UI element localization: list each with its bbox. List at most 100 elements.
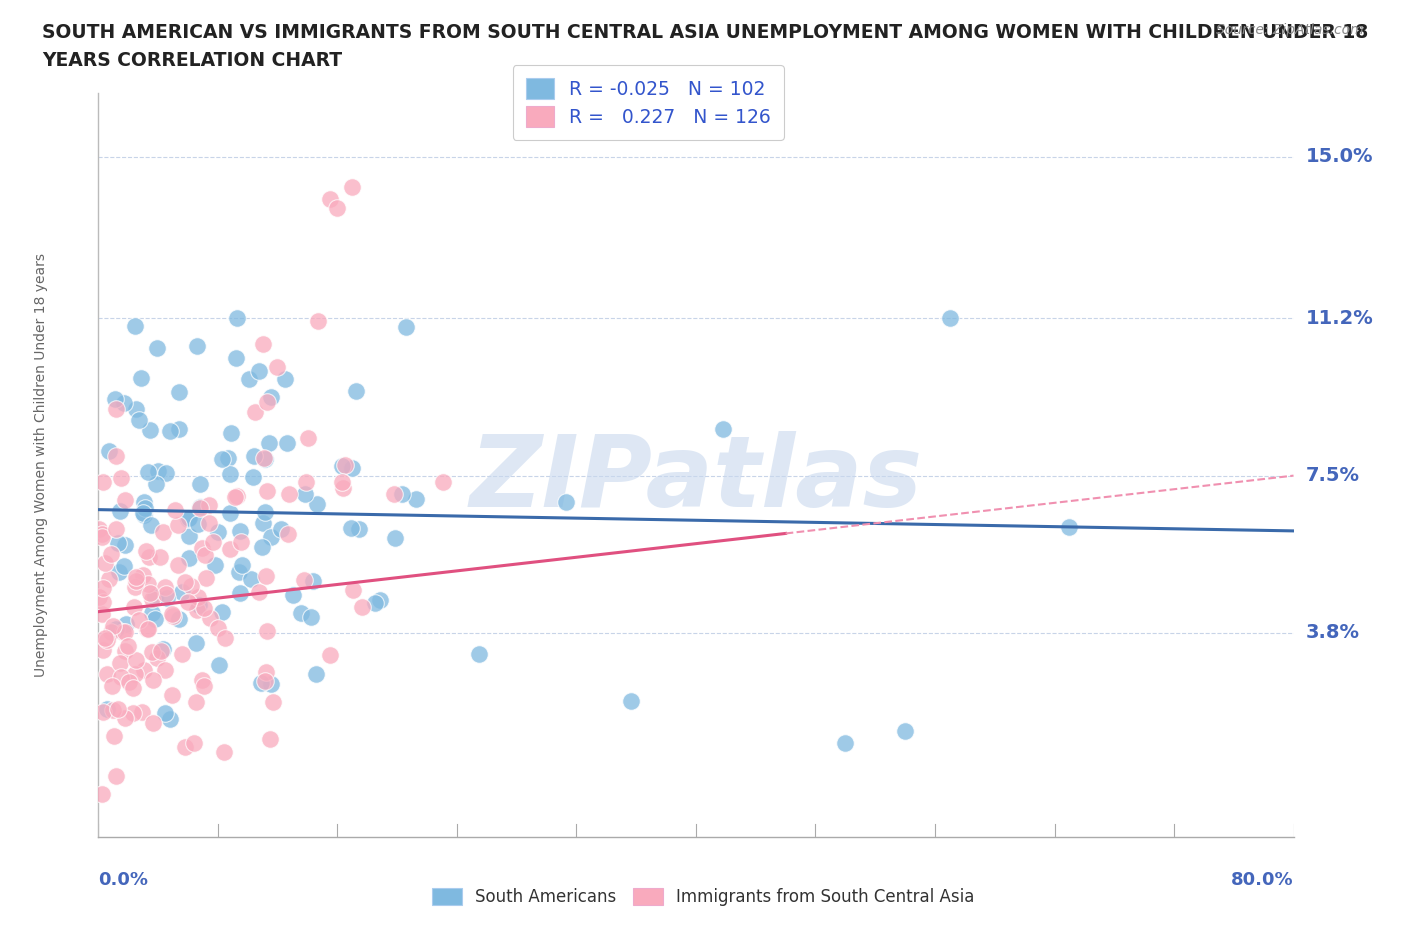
Point (162, 608, 184, 623)
Text: 7.5%: 7.5% (1306, 466, 1360, 485)
Point (224, 489, 246, 504)
Point (382, 486, 405, 501)
Point (240, 572, 263, 587)
Point (172, 585, 194, 600)
Point (155, 466, 177, 481)
Point (125, 401, 148, 416)
Point (297, 431, 319, 445)
Point (91, 704, 114, 719)
Point (159, 423, 181, 438)
Point (179, 551, 201, 565)
Point (229, 524, 252, 538)
Point (211, 604, 233, 619)
Point (134, 501, 156, 516)
Point (110, 471, 132, 485)
Point (307, 313, 329, 328)
Text: Unemployment Among Women with Children Under 18 years: Unemployment Among Women with Children U… (34, 253, 48, 677)
Point (122, 705, 145, 720)
Point (198, 498, 221, 512)
Point (131, 704, 153, 719)
Point (212, 745, 235, 760)
Point (219, 506, 242, 521)
Point (238, 372, 260, 387)
Point (132, 567, 155, 582)
Point (172, 646, 194, 661)
Point (305, 497, 328, 512)
Point (395, 320, 418, 335)
Point (108, 565, 131, 579)
Point (270, 522, 292, 537)
Point (228, 565, 250, 579)
Point (162, 607, 184, 622)
Point (250, 539, 273, 554)
Point (180, 578, 202, 593)
Point (229, 535, 252, 550)
Point (114, 492, 136, 507)
Point (91, 581, 114, 596)
Point (149, 644, 172, 658)
Point (226, 488, 249, 503)
Point (834, 736, 856, 751)
Point (319, 647, 342, 662)
Point (177, 512, 200, 527)
Point (90, 787, 112, 802)
Point (153, 706, 176, 721)
Point (173, 739, 195, 754)
Text: ZIPatlas: ZIPatlas (470, 432, 922, 528)
Point (277, 486, 299, 501)
Point (290, 605, 312, 620)
Point (252, 337, 274, 352)
Point (229, 585, 252, 600)
Point (262, 695, 284, 710)
Point (266, 359, 288, 374)
Point (96, 632, 118, 647)
Point (141, 644, 163, 659)
Point (302, 574, 325, 589)
Point (190, 672, 212, 687)
Point (112, 395, 135, 410)
Point (225, 351, 247, 365)
Point (108, 504, 131, 519)
Point (711, 422, 734, 437)
Point (342, 179, 364, 194)
Point (195, 571, 218, 586)
Point (114, 644, 136, 658)
Point (89, 522, 111, 537)
Point (122, 681, 145, 696)
Point (277, 526, 299, 541)
Point (105, 768, 128, 783)
Point (250, 675, 273, 690)
Point (105, 522, 128, 537)
Point (219, 541, 242, 556)
Point (256, 624, 278, 639)
Point (247, 584, 270, 599)
Point (94, 631, 117, 645)
Point (146, 650, 169, 665)
Text: 3.8%: 3.8% (1306, 623, 1360, 643)
Point (105, 402, 128, 417)
Point (100, 625, 122, 640)
Point (468, 647, 491, 662)
Point (139, 422, 162, 437)
Point (131, 371, 153, 386)
Point (260, 390, 283, 405)
Text: Source: ZipAtlas.com: Source: ZipAtlas.com (1216, 23, 1364, 37)
Point (405, 491, 427, 506)
Point (187, 517, 209, 532)
Point (152, 642, 174, 657)
Point (257, 436, 280, 451)
Point (114, 538, 136, 552)
Legend: South Americans, Immigrants from South Central Asia: South Americans, Immigrants from South C… (425, 881, 981, 912)
Point (319, 192, 342, 206)
Point (146, 340, 169, 355)
Point (91, 475, 114, 490)
Point (136, 621, 159, 636)
Point (136, 465, 159, 480)
Point (153, 663, 176, 678)
Point (104, 621, 127, 636)
Point (253, 451, 276, 466)
Point (87, 590, 110, 604)
Point (96, 701, 118, 716)
Point (188, 476, 211, 491)
Point (153, 579, 176, 594)
